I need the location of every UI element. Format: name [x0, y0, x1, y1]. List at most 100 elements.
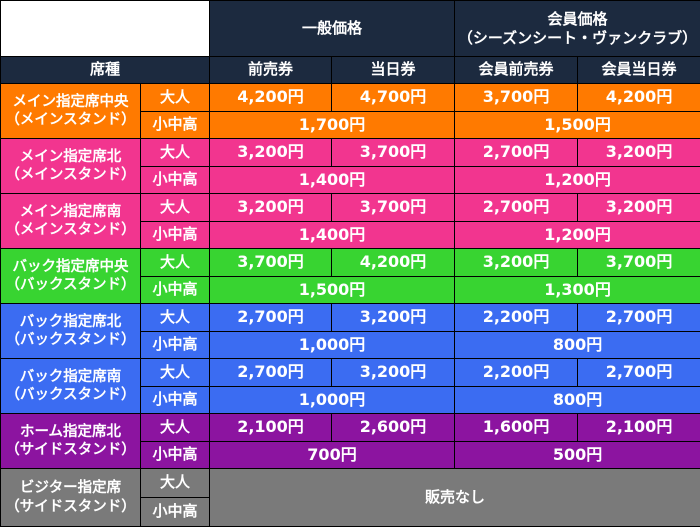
seat-name: メイン指定席南	[1, 203, 140, 221]
seat-name: バック指定席北	[1, 313, 140, 331]
youth-member-price: 1,200円	[455, 167, 700, 194]
general-price-label: 一般価格	[302, 19, 362, 37]
adult-member-advance-price: 2,700円	[455, 194, 578, 222]
seat-name: バック指定席中央	[1, 258, 140, 276]
adult-member-advance-price: 3,200円	[455, 249, 578, 277]
youth-label: 小中高	[141, 442, 210, 469]
advance-ticket-header: 前売券	[210, 57, 332, 84]
adult-same-day-price: 4,700円	[332, 84, 455, 112]
corner-blank-cell	[1, 1, 210, 57]
youth-label: 小中高	[141, 277, 210, 304]
adult-member-advance-price: 2,200円	[455, 304, 578, 332]
member-price-sublabel: （シーズンシート・ヴァンクラブ）	[455, 29, 700, 48]
adult-label: 大人	[141, 139, 210, 167]
adult-label: 大人	[141, 414, 210, 442]
youth-general-price: 1,000円	[210, 332, 455, 359]
adult-advance-price: 3,200円	[210, 139, 332, 167]
youth-general-price: 1,700円	[210, 112, 455, 139]
youth-label: 小中高	[141, 167, 210, 194]
youth-general-price: 700円	[210, 442, 455, 469]
adult-member-advance-price: 2,700円	[455, 139, 578, 167]
member-price-label: 会員価格	[455, 10, 700, 29]
adult-advance-price: 4,200円	[210, 84, 332, 112]
adult-same-day-price: 2,600円	[332, 414, 455, 442]
general-price-header: 一般価格	[210, 1, 455, 57]
member-advance-ticket-header: 会員前売券	[455, 57, 578, 84]
youth-member-price: 500円	[455, 442, 700, 469]
adult-label: 大人	[141, 304, 210, 332]
adult-member-same-day-price: 3,200円	[578, 139, 700, 167]
stand-name: （メインスタンド）	[1, 166, 140, 184]
adult-label: 大人	[141, 84, 210, 112]
youth-member-price: 1,300円	[455, 277, 700, 304]
adult-same-day-price: 4,200円	[332, 249, 455, 277]
table-row: ビジター指定席（サイドスタンド）大人販売なし	[1, 469, 700, 498]
adult-advance-price: 3,200円	[210, 194, 332, 222]
stand-name: （バックスタンド）	[1, 331, 140, 349]
stand-name: （バックスタンド）	[1, 386, 140, 404]
seat-type-cell: メイン指定席中央（メインスタンド）	[1, 84, 141, 139]
stand-name: （サイドスタンド）	[1, 441, 140, 459]
youth-general-price: 1,500円	[210, 277, 455, 304]
member-price-header: 会員価格 （シーズンシート・ヴァンクラブ）	[455, 1, 700, 57]
stand-name: （サイドスタンド）	[1, 498, 140, 516]
youth-member-price: 800円	[455, 332, 700, 359]
adult-member-advance-price: 2,200円	[455, 359, 578, 387]
youth-general-price: 1,400円	[210, 222, 455, 249]
seat-type-cell: メイン指定席南（メインスタンド）	[1, 194, 141, 249]
seat-name: メイン指定席北	[1, 148, 140, 166]
youth-member-price: 800円	[455, 387, 700, 414]
adult-advance-price: 3,700円	[210, 249, 332, 277]
adult-label: 大人	[141, 469, 210, 498]
seat-type-cell: バック指定席南（バックスタンド）	[1, 359, 141, 414]
youth-member-price: 1,500円	[455, 112, 700, 139]
seat-type-cell: バック指定席北（バックスタンド）	[1, 304, 141, 359]
adult-same-day-price: 3,700円	[332, 194, 455, 222]
seat-type-header: 席種	[1, 57, 210, 84]
member-same-day-ticket-header: 会員当日券	[578, 57, 700, 84]
seat-type-cell: ホーム指定席北（サイドスタンド）	[1, 414, 141, 469]
stand-name: （メインスタンド）	[1, 221, 140, 239]
stand-name: （メインスタンド）	[1, 111, 140, 129]
youth-member-price: 1,200円	[455, 222, 700, 249]
adult-member-advance-price: 3,700円	[455, 84, 578, 112]
adult-advance-price: 2,700円	[210, 304, 332, 332]
adult-same-day-price: 3,200円	[332, 304, 455, 332]
no-sale-cell: 販売なし	[210, 469, 700, 527]
adult-member-same-day-price: 2,100円	[578, 414, 700, 442]
youth-label: 小中高	[141, 112, 210, 139]
seat-name: ホーム指定席北	[1, 423, 140, 441]
stand-name: （バックスタンド）	[1, 276, 140, 294]
seat-type-cell: バック指定席中央（バックスタンド）	[1, 249, 141, 304]
adult-label: 大人	[141, 194, 210, 222]
youth-label: 小中高	[141, 332, 210, 359]
adult-member-same-day-price: 2,700円	[578, 304, 700, 332]
seat-name: バック指定席南	[1, 368, 140, 386]
seat-name: メイン指定席中央	[1, 93, 140, 111]
adult-label: 大人	[141, 359, 210, 387]
youth-general-price: 1,400円	[210, 167, 455, 194]
adult-advance-price: 2,700円	[210, 359, 332, 387]
adult-same-day-price: 3,700円	[332, 139, 455, 167]
adult-member-same-day-price: 3,700円	[578, 249, 700, 277]
seat-type-cell: ビジター指定席（サイドスタンド）	[1, 469, 141, 527]
seat-type-cell: メイン指定席北（メインスタンド）	[1, 139, 141, 194]
same-day-ticket-header: 当日券	[332, 57, 455, 84]
adult-advance-price: 2,100円	[210, 414, 332, 442]
youth-label: 小中高	[141, 387, 210, 414]
adult-member-advance-price: 1,600円	[455, 414, 578, 442]
youth-general-price: 1,000円	[210, 387, 455, 414]
adult-same-day-price: 3,200円	[332, 359, 455, 387]
adult-member-same-day-price: 4,200円	[578, 84, 700, 112]
seat-name: ビジター指定席	[1, 479, 140, 497]
youth-label: 小中高	[141, 498, 210, 527]
adult-member-same-day-price: 3,200円	[578, 194, 700, 222]
